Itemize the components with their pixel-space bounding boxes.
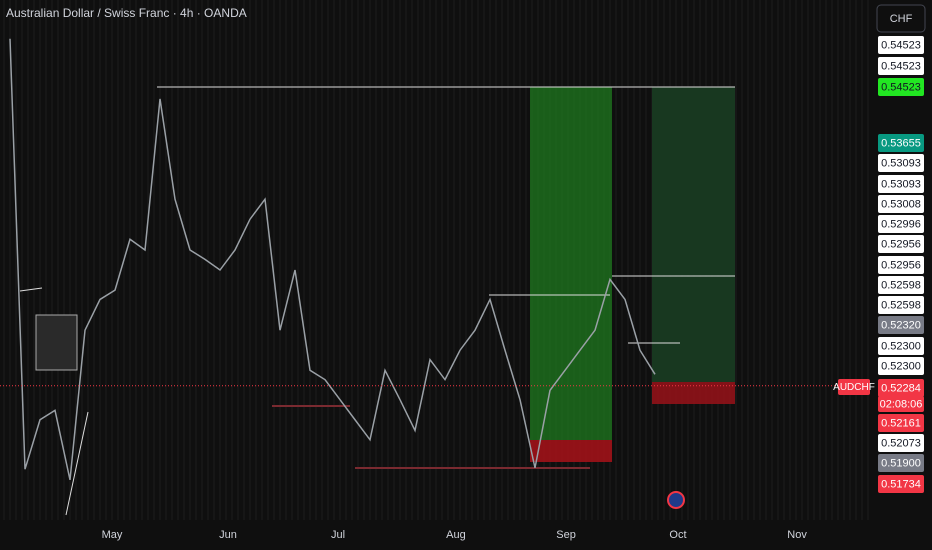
rectangle-drawing (35, 314, 78, 371)
x-tick-label: May (102, 529, 123, 541)
long-position-stop (652, 382, 735, 404)
x-tick-label: Aug (446, 529, 466, 541)
price-tag-bg (878, 195, 924, 213)
price-tag: 0.52284 (881, 382, 921, 394)
chart-title: Australian Dollar / Swiss Franc · 4h · O… (6, 6, 247, 20)
long-position-target (652, 87, 735, 382)
price-tag: 0.54523 (881, 60, 921, 72)
trend-line (65, 411, 89, 516)
long-position-stop (530, 440, 612, 462)
price-tag-bg (878, 78, 924, 96)
price-line (9, 38, 656, 481)
x-tick-label: Jun (219, 529, 237, 541)
currency-button[interactable] (876, 4, 926, 33)
price-tag: 0.52956 (881, 238, 921, 250)
price-tag: 0.53093 (881, 178, 921, 190)
price-tag-bg (878, 57, 924, 75)
countdown-bg (878, 396, 924, 412)
price-tag-bg (878, 36, 924, 54)
price-tag-bg (878, 235, 924, 253)
price-tag-bg (878, 296, 924, 314)
price-tag: 0.52300 (881, 360, 921, 372)
price-tag-bg (878, 215, 924, 233)
price-tag-bg (878, 414, 924, 432)
horizontal-line (19, 287, 43, 292)
price-tag-bg (878, 357, 924, 375)
price-tag-bg (878, 454, 924, 472)
event-icon[interactable] (667, 491, 685, 509)
price-tag: 0.52300 (881, 340, 921, 352)
price-tag: 0.54523 (881, 81, 921, 93)
price-tag: 0.53008 (881, 198, 921, 210)
price-tag-bg (878, 316, 924, 334)
x-tick-label: Oct (669, 529, 686, 541)
price-tag: 0.52161 (881, 417, 921, 429)
symbol-tag: AUDCHF (833, 382, 875, 393)
long-position-target (530, 87, 612, 440)
price-tag-bg (878, 475, 924, 493)
price-tag: 0.53093 (881, 157, 921, 169)
price-tag-bg (878, 379, 924, 397)
plot (9, 38, 656, 481)
price-tag-bg (878, 175, 924, 193)
price-tag-bg (878, 154, 924, 172)
price-tag: 0.51734 (881, 478, 921, 490)
price-tag: 0.54523 (881, 39, 921, 51)
symbol-tag-bg (838, 379, 870, 395)
currency-label[interactable]: CHF (890, 13, 913, 25)
price-tag: 0.52598 (881, 279, 921, 291)
price-tag-bg (878, 134, 924, 152)
price-tag: 0.51900 (881, 457, 921, 469)
countdown: 02:08:06 (880, 398, 923, 410)
x-tick-label: Nov (787, 529, 807, 541)
price-tag: 0.52996 (881, 218, 921, 230)
price-tag: 0.52073 (881, 437, 921, 449)
price-tag: 0.53655 (881, 137, 921, 149)
x-tick-label: Jul (331, 529, 345, 541)
time-axis (0, 520, 870, 550)
price-tag-bg (878, 337, 924, 355)
price-tag: 0.52956 (881, 259, 921, 271)
price-tag-bg (878, 434, 924, 452)
x-tick-label: Sep (556, 529, 576, 541)
price-tag: 0.52598 (881, 299, 921, 311)
price-tag-bg (878, 256, 924, 274)
price-tag: 0.52320 (881, 319, 921, 331)
price-tag-bg (878, 276, 924, 294)
